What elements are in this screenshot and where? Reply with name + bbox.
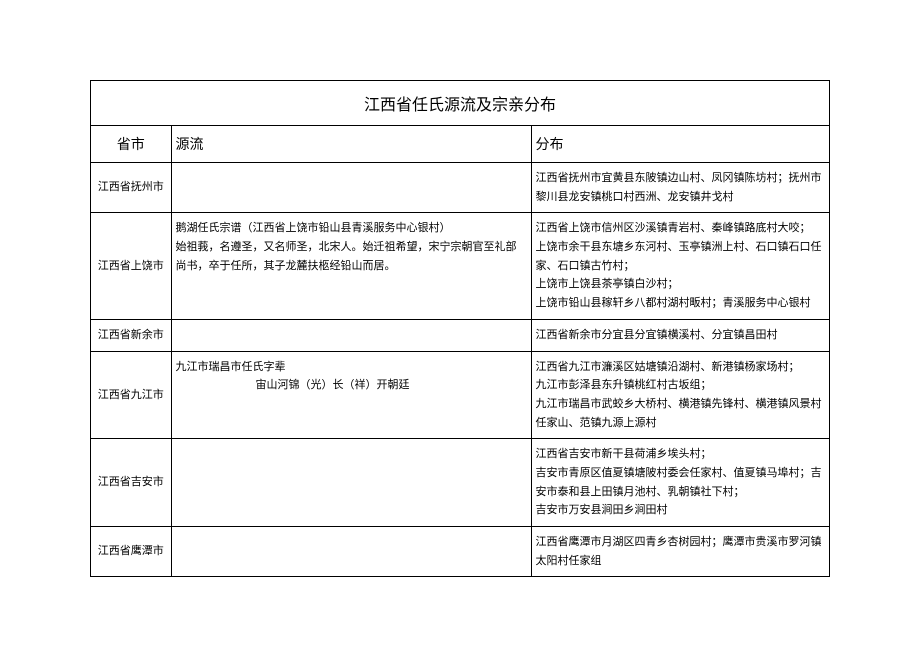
cell-distribution: 江西省九江市濂溪区姑塘镇沿湖村、新港镇杨家场村；九江市彭泽县东升镇桃红村古坂组；… [531, 351, 829, 439]
source-line2: 宙山河锦（光）长（祥）开朝廷 [176, 376, 527, 395]
cell-region: 江西省抚州市 [91, 163, 171, 213]
cell-distribution: 江西省新余市分宜县分宜镇横溪村、分宜镇昌田村 [531, 319, 829, 351]
table-row: 江西省吉安市 江西省吉安市新干县荷浦乡埃头村；吉安市青原区值夏镇塘陂村委会任家村… [91, 439, 829, 527]
cell-distribution: 江西省吉安市新干县荷浦乡埃头村；吉安市青原区值夏镇塘陂村委会任家村、值夏镇马埠村… [531, 439, 829, 527]
header-region: 省市 [91, 126, 171, 163]
source-line1: 九江市瑞昌市任氏字辈 [176, 361, 286, 373]
cell-region: 江西省九江市 [91, 351, 171, 439]
cell-region: 江西省上饶市 [91, 213, 171, 319]
cell-source [171, 527, 531, 577]
table-row: 江西省新余市 江西省新余市分宜县分宜镇横溪村、分宜镇昌田村 [91, 319, 829, 351]
header-row: 省市 源流 分布 [91, 126, 829, 163]
genealogy-table-container: 江西省任氏源流及宗亲分布 省市 源流 分布 江西省抚州市 江西省抚州市宜黄县东陂… [90, 80, 830, 577]
table-row: 江西省鹰潭市 江西省鹰潭市月湖区四青乡杏树园村；鹰潭市贵溪市罗河镇太阳村任家组 [91, 527, 829, 577]
cell-region: 江西省吉安市 [91, 439, 171, 527]
genealogy-table: 省市 源流 分布 江西省抚州市 江西省抚州市宜黄县东陂镇边山村、凤冈镇陈坊村；抚… [91, 126, 829, 576]
table-row: 江西省九江市 九江市瑞昌市任氏字辈 宙山河锦（光）长（祥）开朝廷 江西省九江市濂… [91, 351, 829, 439]
cell-source [171, 439, 531, 527]
table-row: 江西省抚州市 江西省抚州市宜黄县东陂镇边山村、凤冈镇陈坊村；抚州市黎川县龙安镇桃… [91, 163, 829, 213]
table-title: 江西省任氏源流及宗亲分布 [91, 81, 829, 126]
header-distribution: 分布 [531, 126, 829, 163]
cell-source [171, 319, 531, 351]
cell-region: 江西省新余市 [91, 319, 171, 351]
cell-distribution: 江西省抚州市宜黄县东陂镇边山村、凤冈镇陈坊村；抚州市黎川县龙安镇桃口村西洲、龙安… [531, 163, 829, 213]
cell-source: 鹅湖任氏宗谱（江西省上饶市铅山县青溪服务中心银村）始祖莪，名遵圣，又名师圣，北宋… [171, 213, 531, 319]
cell-source: 九江市瑞昌市任氏字辈 宙山河锦（光）长（祥）开朝廷 [171, 351, 531, 439]
table-row: 江西省上饶市 鹅湖任氏宗谱（江西省上饶市铅山县青溪服务中心银村）始祖莪，名遵圣，… [91, 213, 829, 319]
cell-distribution: 江西省鹰潭市月湖区四青乡杏树园村；鹰潭市贵溪市罗河镇太阳村任家组 [531, 527, 829, 577]
cell-source [171, 163, 531, 213]
cell-distribution: 江西省上饶市信州区沙溪镇青岩村、秦峰镇路底村大咬；上饶市余干县东塘乡东河村、玉亭… [531, 213, 829, 319]
cell-region: 江西省鹰潭市 [91, 527, 171, 577]
header-source: 源流 [171, 126, 531, 163]
